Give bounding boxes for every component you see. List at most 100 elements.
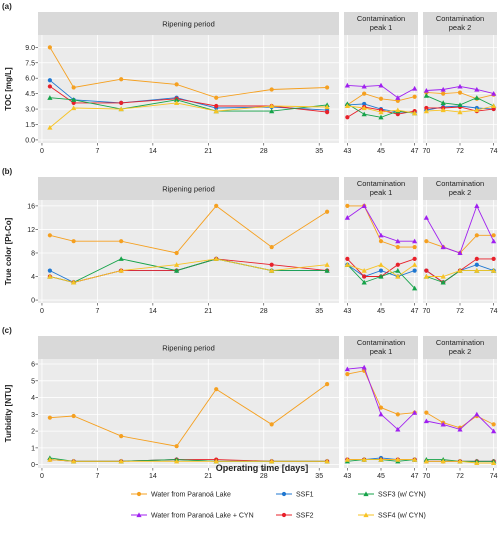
data-point	[412, 110, 418, 116]
legend-label: Water from Paranoá Lake + CYN	[151, 513, 254, 520]
data-point	[412, 244, 417, 250]
data-point	[47, 233, 52, 238]
data-point	[361, 268, 367, 273]
data-point	[345, 256, 350, 261]
x-tick-label: 21	[204, 148, 212, 155]
data-point	[174, 458, 180, 464]
plot-area	[38, 200, 339, 303]
plot-area	[38, 359, 339, 468]
data-point	[269, 103, 275, 109]
data-point	[491, 256, 496, 261]
data-point	[378, 232, 384, 238]
legend: Water from Paranoá Lake SSF1 SSF3 (w/ CYN)…	[131, 491, 426, 520]
y-tick-label: 4	[31, 395, 35, 402]
y-tick-label: 4.5	[25, 91, 35, 98]
data-point	[474, 203, 480, 208]
data-point	[119, 239, 124, 244]
data-point	[378, 411, 384, 417]
data-point	[361, 83, 367, 89]
series-ssf4	[423, 458, 497, 466]
panel-tag: (b)	[2, 167, 13, 176]
data-point	[423, 215, 429, 220]
data-point	[361, 364, 367, 370]
x-tick-label: 72	[456, 148, 464, 155]
facet-strip	[344, 336, 418, 359]
data-point	[457, 90, 463, 95]
data-point	[424, 239, 429, 244]
y-tick-label: 5	[31, 378, 35, 385]
data-point	[213, 256, 219, 261]
data-point	[395, 95, 401, 100]
legend-item: Water from Paranoá Lake + CYN	[131, 512, 254, 520]
facet-title: Contamination	[357, 14, 405, 23]
legend-label: Water from Paranoá Lake	[151, 492, 231, 499]
data-point	[412, 262, 418, 267]
data-point	[378, 109, 384, 115]
data-point	[214, 387, 219, 392]
data-point	[423, 273, 429, 279]
data-point	[174, 250, 179, 256]
data-point	[214, 203, 219, 208]
chart-row: (a)TOC [mg/L]0.01.53.04.56.07.59.0Ripeni…	[2, 2, 498, 155]
data-point	[47, 268, 52, 273]
data-point	[412, 94, 417, 99]
data-point	[424, 410, 429, 415]
legend-label: SSF3 (w/ CYN)	[378, 492, 426, 499]
facet-title: Contamination	[357, 179, 405, 188]
data-point	[491, 460, 497, 466]
panel-tag: (c)	[2, 326, 12, 335]
data-point	[174, 82, 179, 87]
series-ssf4	[47, 457, 330, 464]
y-tick-label: 3.0	[25, 107, 35, 114]
data-point	[118, 458, 124, 464]
legend-label: SSF4 (w/ CYN)	[378, 513, 426, 520]
data-point	[47, 78, 52, 83]
y-tick-label: 16	[27, 203, 35, 210]
y-tick-label: 1.5	[25, 122, 35, 129]
facet-strip	[423, 12, 497, 35]
data-point	[361, 203, 367, 208]
data-point	[47, 124, 53, 130]
x-tick-label: 7	[95, 148, 99, 155]
data-point	[269, 244, 274, 250]
data-point	[361, 457, 367, 462]
facet-title: Ripening period	[162, 20, 215, 29]
data-point	[361, 105, 367, 111]
series-lake	[345, 203, 417, 250]
data-point	[47, 457, 53, 462]
data-point	[423, 93, 429, 98]
x-tick-label: 47	[411, 308, 419, 315]
data-point	[213, 458, 219, 464]
legend-marker	[281, 491, 287, 497]
data-point	[214, 95, 219, 100]
data-point	[345, 203, 350, 208]
data-point	[491, 268, 497, 273]
x-tick-label: 21	[204, 308, 212, 315]
data-point	[423, 108, 429, 114]
legend-label: SSF2	[296, 513, 314, 520]
data-point	[457, 268, 463, 273]
panel-tag: (a)	[2, 2, 12, 11]
series-ssf4	[423, 268, 497, 279]
y-axis-label: TOC [mg/L]	[4, 67, 13, 111]
data-point	[324, 262, 330, 267]
series-ssf4	[344, 262, 418, 279]
data-point	[47, 84, 52, 89]
data-point	[324, 268, 330, 273]
x-tick-label: 7	[95, 473, 99, 480]
y-tick-label: 6.0	[25, 76, 35, 83]
data-point	[325, 110, 330, 115]
data-point	[269, 458, 275, 464]
data-point	[395, 262, 400, 267]
data-point	[174, 262, 180, 267]
x-tick-label: 74	[490, 148, 498, 155]
series-lake	[47, 203, 330, 256]
x-tick-label: 47	[411, 148, 419, 155]
facet: Ripening period 0 7 14 21 28 35	[38, 12, 339, 155]
data-point	[491, 103, 497, 109]
data-point	[474, 95, 480, 100]
x-tick-label: 70	[422, 148, 430, 155]
